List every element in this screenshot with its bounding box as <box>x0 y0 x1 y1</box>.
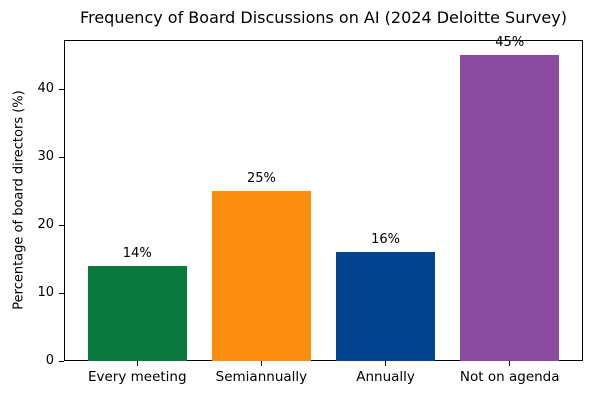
y-tick-label: 10 <box>37 285 54 301</box>
chart-title: Frequency of Board Discussions on AI (20… <box>80 8 567 27</box>
x-tick-label: Every meeting <box>87 369 187 385</box>
x-tick-mark <box>509 361 511 366</box>
y-tick-label: 30 <box>37 149 54 165</box>
y-tick-mark <box>59 88 64 90</box>
x-tick-label: Not on agenda <box>459 369 560 385</box>
y-axis-label: Percentage of board directors (%) <box>11 90 27 310</box>
y-tick-label: 20 <box>37 217 54 233</box>
bar-value-label: 14% <box>122 245 152 261</box>
y-tick-mark <box>59 224 64 226</box>
bar <box>211 191 312 361</box>
y-tick-mark <box>59 360 64 362</box>
x-tick-mark <box>260 361 262 366</box>
y-tick-mark <box>59 292 64 294</box>
x-tick-label: Annually <box>356 369 415 385</box>
bar <box>460 55 560 361</box>
y-tick-label: 0 <box>45 353 54 368</box>
x-tick-mark <box>385 361 387 366</box>
x-tick-mark <box>136 361 138 366</box>
bar-value-label: 16% <box>371 232 401 248</box>
bar <box>87 265 187 361</box>
x-tick-label: Semiannually <box>215 369 308 385</box>
y-tick-mark <box>59 156 64 158</box>
bar-value-label: 25% <box>246 171 276 187</box>
bar <box>335 252 436 361</box>
y-tick-label: 40 <box>37 81 54 97</box>
bar-value-label: 45% <box>495 35 525 51</box>
